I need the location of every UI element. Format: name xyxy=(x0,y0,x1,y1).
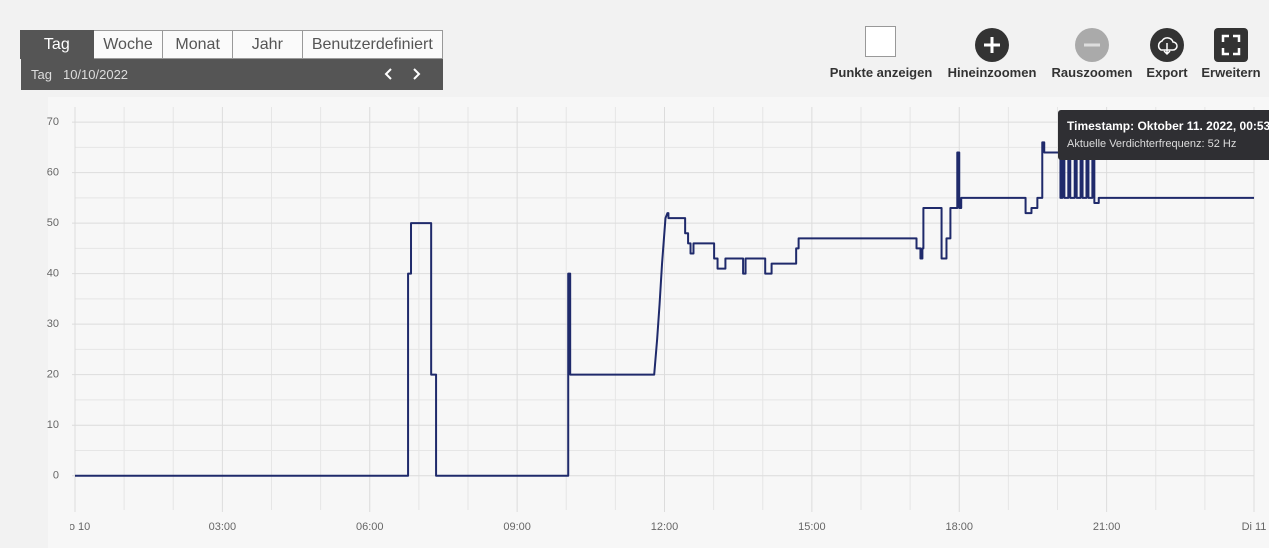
date: 10/10/2022 xyxy=(62,67,129,82)
tab[interactable]: Woche xyxy=(93,30,164,59)
button-label: Hineinzoomen xyxy=(947,65,1037,80)
y-tick-label: 60 xyxy=(47,167,59,179)
y-tick-label: 50 xyxy=(47,217,59,229)
y-tick-label: 10 xyxy=(47,419,59,431)
tab[interactable]: Monat xyxy=(163,30,233,59)
button-label: Punkte anzeigen xyxy=(829,65,933,80)
y-tick-label: 0 xyxy=(53,470,59,482)
points-toggle[interactable]: Punkte anzeigen xyxy=(830,26,932,80)
icon xyxy=(1150,28,1184,62)
x-tick-label: 03:00 xyxy=(209,521,237,533)
expand-button[interactable]: Erweitern xyxy=(1201,26,1261,80)
prev-button[interactable] xyxy=(381,66,397,82)
next-button[interactable] xyxy=(408,66,424,82)
x-tick-label: Di 11 xyxy=(1242,521,1267,533)
x-tick-label: 12:00 xyxy=(651,521,679,533)
button-label: Erweitern xyxy=(1201,65,1261,80)
tooltip: Timestamp: Oktober 11. 2022, 00:53: Aktu… xyxy=(1058,110,1269,160)
x-tick-label: 18:00 xyxy=(945,521,973,533)
button-label: Rauszoomen xyxy=(1051,65,1133,80)
zoom-out-button[interactable]: Rauszoomen xyxy=(1052,26,1132,80)
tooltip-title: Timestamp: Oktober 11. 2022, 00:53: xyxy=(1067,119,1269,133)
icon xyxy=(1075,28,1109,62)
checkbox[interactable] xyxy=(865,26,896,57)
export-button[interactable]: Export xyxy=(1146,26,1188,80)
tooltip-text: Aktuelle Verdichterfrequenz: 52 Hz xyxy=(1067,138,1237,150)
zoom-in-button[interactable]: Hineinzoomen xyxy=(948,26,1036,80)
x-tick-label: 06:00 xyxy=(356,521,384,533)
date-row: Tag 10/10/2022 xyxy=(21,59,443,90)
y-tick-label: 70 xyxy=(47,116,59,128)
tab[interactable]: Tag xyxy=(20,30,94,59)
y-tick-label: 20 xyxy=(47,369,59,381)
x-tick-label: 15:00 xyxy=(798,521,826,533)
icon xyxy=(975,28,1009,62)
tab[interactable]: Jahr xyxy=(233,30,303,59)
period-selector: Tag Woche Monat Jahr Benutzerdefiniert T… xyxy=(20,30,443,90)
y-tick-label: 30 xyxy=(47,318,59,330)
tab[interactable]: Benutzerdefiniert xyxy=(302,30,443,59)
x-tick-label: Mo 10 xyxy=(60,521,91,533)
x-tick-label: 21:00 xyxy=(1093,521,1121,533)
button-label: Export xyxy=(1146,65,1188,80)
icon xyxy=(1214,28,1248,62)
period-label: Tag xyxy=(31,67,52,82)
data-line xyxy=(75,141,1254,477)
x-tick-label: 09:00 xyxy=(503,521,531,533)
y-tick-label: 40 xyxy=(47,268,59,280)
